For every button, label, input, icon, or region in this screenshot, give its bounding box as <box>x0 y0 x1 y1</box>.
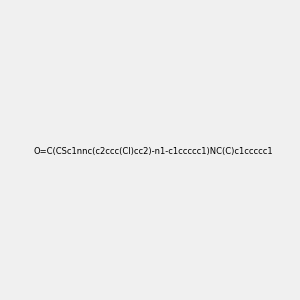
Text: O=C(CSc1nnc(c2ccc(Cl)cc2)-n1-c1ccccc1)NC(C)c1ccccc1: O=C(CSc1nnc(c2ccc(Cl)cc2)-n1-c1ccccc1)NC… <box>34 147 274 156</box>
